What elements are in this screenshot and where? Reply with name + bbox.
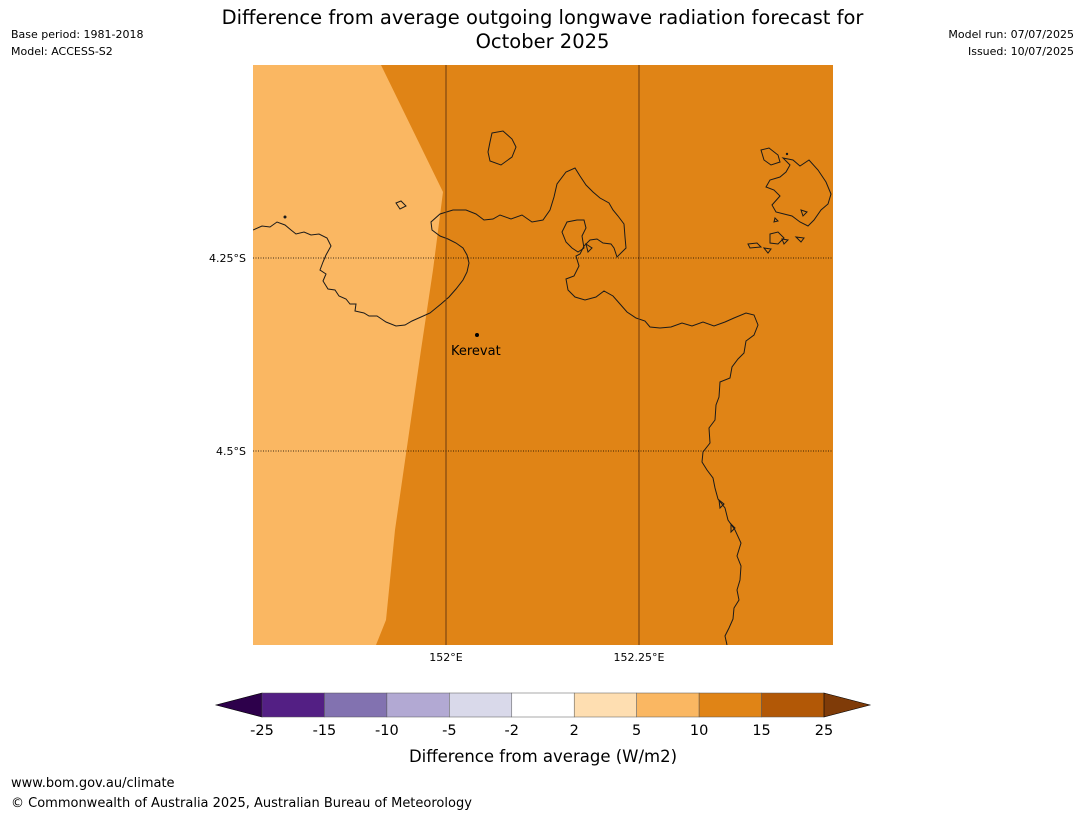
colorbar-cell xyxy=(511,692,575,718)
colorbar-ticks: -25 -15 -10 -5 -2 2 5 10 15 25 xyxy=(250,723,833,739)
colorbar-cells xyxy=(261,692,825,718)
footer-url[interactable]: www.bom.gov.au/climate xyxy=(11,776,175,791)
colorbar-tick-label: -15 xyxy=(313,723,337,739)
colorbar-legend: -25 -15 -10 -5 -2 2 5 10 15 25 Difference from av… xyxy=(214,692,872,766)
map-gridlines xyxy=(253,65,833,645)
colorbar-cell xyxy=(324,692,388,718)
colorbar-cell xyxy=(449,692,513,718)
place-label-kerevat: Kerevat xyxy=(451,344,501,359)
colorbar-tick-label: 2 xyxy=(570,723,579,739)
footer: www.bom.gov.au/climate © Commonwealth of… xyxy=(11,774,472,814)
colorbar-cell xyxy=(573,692,637,718)
colorbar-tick-label: 15 xyxy=(752,723,770,739)
colorbar-tick-label: -5 xyxy=(442,723,456,739)
base-period-text: Base period: 1981-2018 xyxy=(11,28,144,41)
colorbar-tick-label: -10 xyxy=(375,723,399,739)
lon-label-152: 152°E xyxy=(429,651,462,664)
footer-copyright: © Commonwealth of Australia 2025, Austra… xyxy=(11,796,472,811)
anomaly-region-5-10 xyxy=(253,65,443,645)
forecast-map-figure: Kerevat 4.25°S 4.5°S 152°E 152.25°E -25-… xyxy=(209,65,872,766)
header-meta-right: Model run: 07/07/2025 Issued: 10/07/2025 xyxy=(948,26,1074,60)
colorbar-tick-label: 10 xyxy=(690,723,708,739)
lat-label-4-5: 4.5°S xyxy=(216,445,246,458)
colorbar-under-triangle xyxy=(214,692,263,718)
coastline xyxy=(253,130,832,645)
colorbar-cell xyxy=(761,692,825,718)
title-line-1: Difference from average outgoing longwav… xyxy=(221,6,864,29)
colorbar-tick-label: -2 xyxy=(505,723,519,739)
colorbar-label: Difference from average (W/m2) xyxy=(409,747,677,766)
colorbar-tick-label: 5 xyxy=(632,723,641,739)
header-meta-left: Base period: 1981-2018 Model: ACCESS-S2 xyxy=(11,26,143,60)
colorbar-cell xyxy=(386,692,450,718)
map-panel: Kerevat 4.25°S 4.5°S 152°E 152.25°E xyxy=(209,65,833,664)
islet-marker xyxy=(283,215,287,219)
colorbar-cell xyxy=(261,692,325,718)
lat-label-4-25: 4.25°S xyxy=(209,252,246,265)
islet-marker xyxy=(785,152,789,156)
colorbar-cell xyxy=(636,692,700,718)
colorbar-tick-label: -25 xyxy=(250,723,274,739)
title-line-2: October 2025 xyxy=(475,30,610,53)
model-text: Model: ACCESS-S2 xyxy=(11,45,113,58)
lon-label-152-25: 152.25°E xyxy=(614,651,665,664)
model-run-text: Model run: 07/07/2025 xyxy=(948,28,1074,41)
colorbar-cell xyxy=(698,692,762,718)
issued-text: Issued: 10/07/2025 xyxy=(967,45,1074,58)
page-title: Difference from average outgoing longwav… xyxy=(150,6,935,54)
kerevat-marker xyxy=(475,333,479,337)
colorbar-over-triangle xyxy=(823,692,872,718)
colorbar-tick-label: 25 xyxy=(815,723,833,739)
